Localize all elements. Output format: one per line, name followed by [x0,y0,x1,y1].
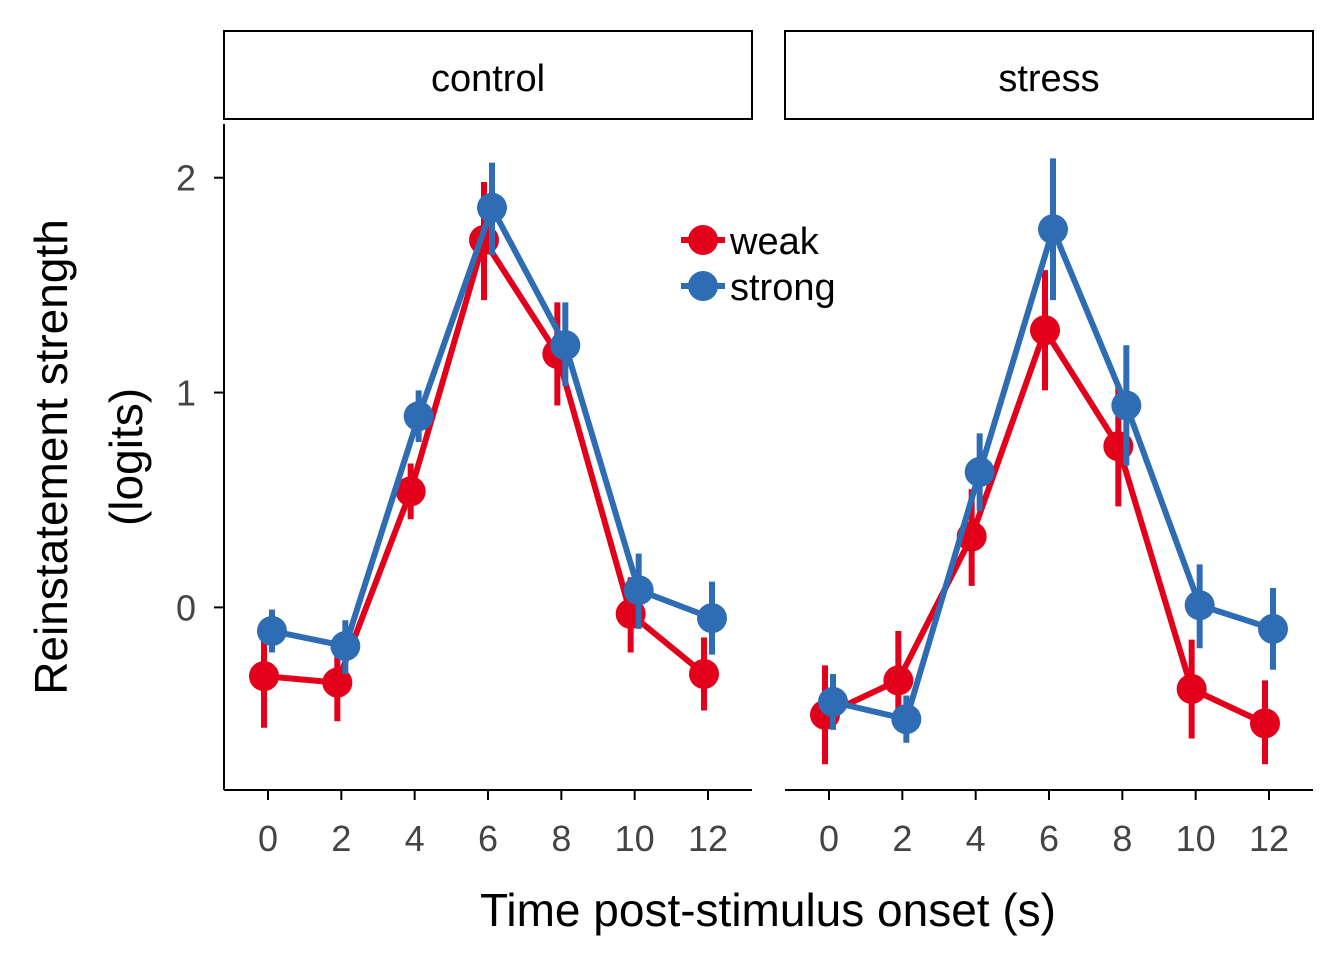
x-axis-title: Time post-stimulus onset (s) [480,884,1056,936]
facet-strip [784,30,1314,120]
facet-panel-stress: stress 0 2 4 6 8 10 12 [784,30,1314,859]
data-point-strong [891,704,922,735]
y-tick-label: 0 [176,587,196,628]
y-tick-label: 1 [176,373,196,414]
x-tick-label: 4 [405,818,425,859]
legend-entry-strong: strong [681,267,836,309]
x-tick-label: 0 [258,818,278,859]
data-point-strong [1184,590,1215,621]
facet-label: control [431,58,545,100]
data-point-weak [395,476,426,507]
x-tick-label: 8 [1112,818,1132,859]
x-tick-label: 10 [1176,818,1216,859]
legend-key-point [688,271,718,301]
data-point-strong [330,631,361,662]
series-strong [257,162,727,674]
series-strong [818,158,1288,743]
data-point-strong [1111,390,1142,421]
legend-label: strong [730,267,836,309]
x-tick-label: 8 [551,818,571,859]
x-tick-label: 2 [331,818,351,859]
data-point-strong [477,192,507,223]
legend-label: weak [729,221,820,263]
x-tick-label: 2 [892,818,912,859]
series-weak [810,270,1280,765]
data-point-strong [623,575,654,606]
data-point-weak [1176,674,1207,705]
y-tick-label: 2 [176,158,196,199]
x-tick-label: 4 [966,818,986,859]
facet-label: stress [998,58,1099,100]
y-axis-title-line1: Reinstatement strength [25,219,77,695]
axis-titles: Time post-stimulus onset (s) Reinstateme… [25,219,1056,936]
data-point-weak [689,658,719,689]
x-tick-label: 6 [1039,818,1059,859]
series-weak [249,182,719,728]
data-point-strong [1038,214,1068,245]
data-point-strong [550,330,581,361]
y-axis-title-line2: (logits) [100,388,152,526]
x-tick-label: 12 [688,818,728,859]
facet-strip [223,30,753,120]
x-tick-label: 0 [819,818,839,859]
data-point-strong [964,457,995,488]
data-point-weak [249,661,279,692]
data-point-strong [403,401,434,432]
x-tick-label: 6 [478,818,498,859]
data-point-strong [257,616,287,647]
data-point-weak [322,667,353,698]
data-point-strong [697,603,727,634]
data-point-weak [1250,708,1280,739]
data-point-weak [883,665,914,696]
legend-key-point [688,225,718,255]
data-point-weak [1030,315,1060,346]
data-point-strong [818,686,848,717]
data-point-strong [1258,613,1288,644]
legend-entry-weak: weak [681,221,820,263]
x-tick-label: 12 [1249,818,1289,859]
x-tick-label: 10 [615,818,655,859]
